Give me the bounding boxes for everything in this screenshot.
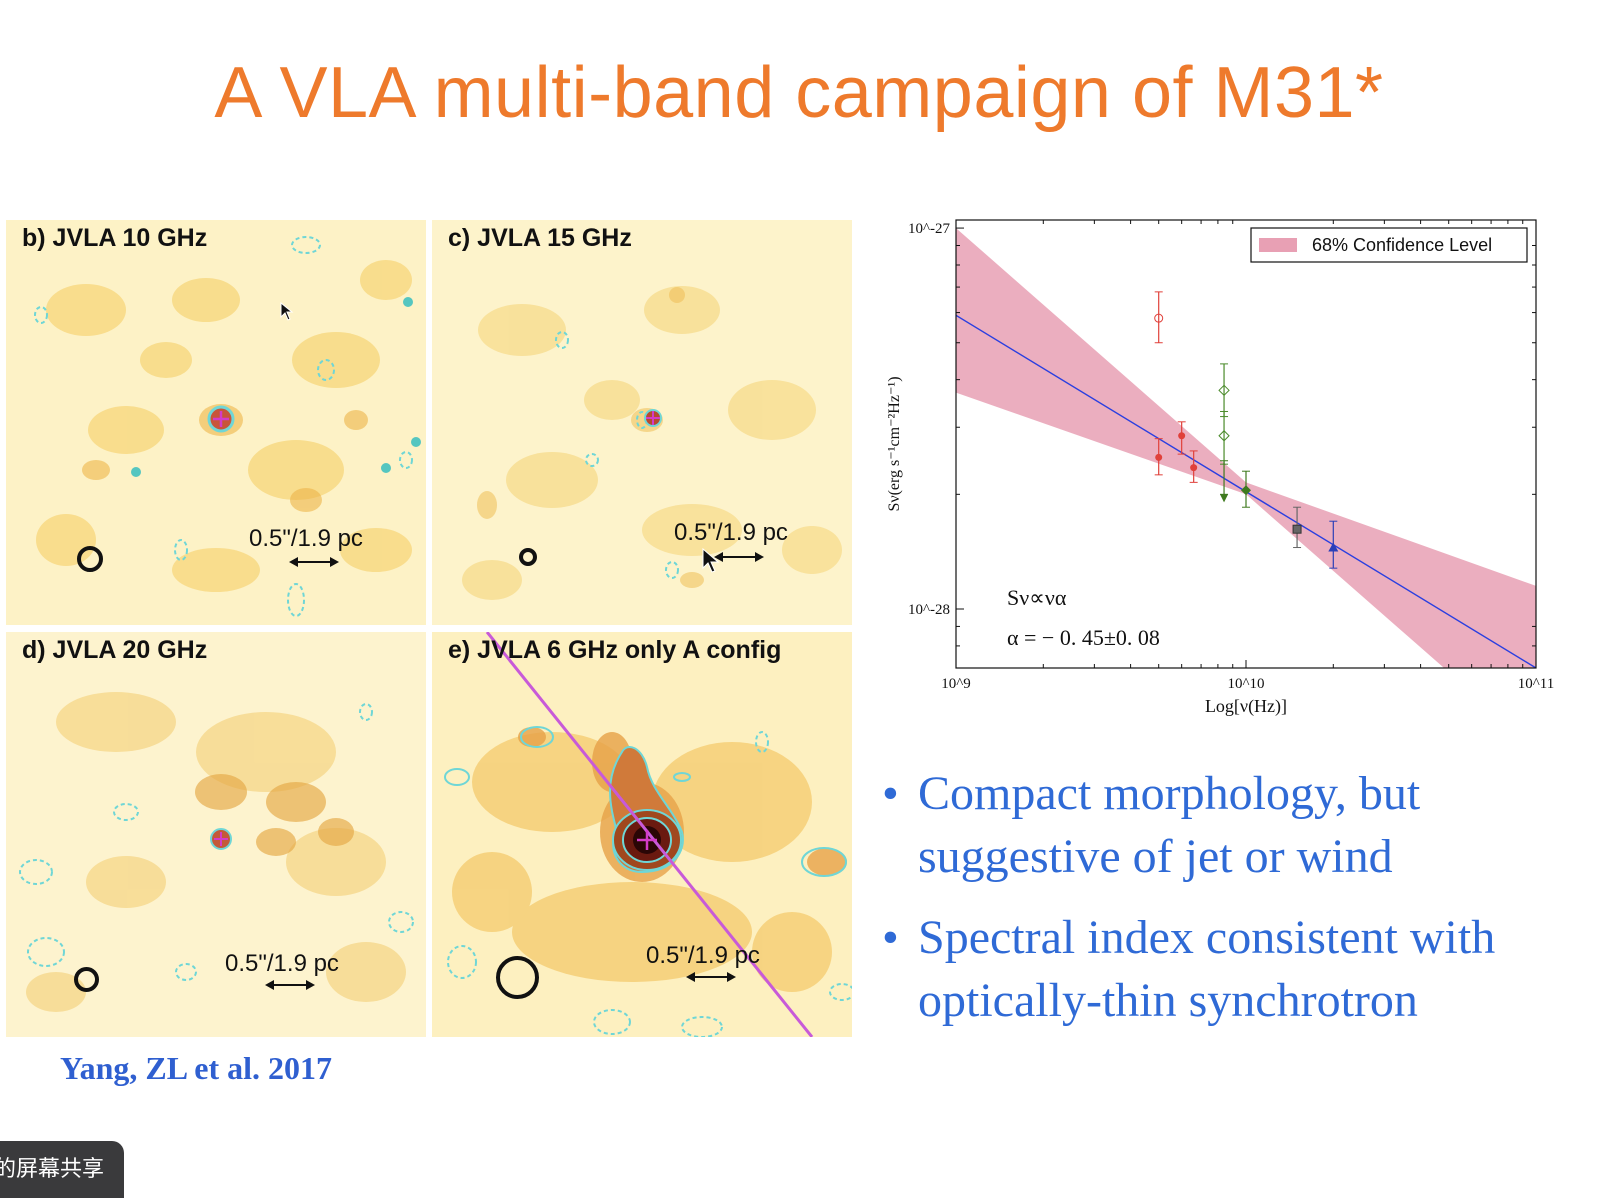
scale-label: 0.5"/1.9 pc xyxy=(249,525,363,552)
radio-map-10ghz xyxy=(6,220,426,625)
y-tick-label: 10^-27 xyxy=(908,221,951,237)
scale-arrow xyxy=(714,552,764,562)
x-tick-label: 10^10 xyxy=(1227,676,1264,692)
bullet-item: • Compact morphology, but suggestive of … xyxy=(880,762,1590,888)
chart-svg: 10^9 10^10 10^11 10^-27 10^-28 Log[ν(Hz)] Sν(e… xyxy=(886,219,1554,717)
data-point xyxy=(1155,453,1163,461)
scale-arrow xyxy=(265,980,315,990)
upper-limit-arrow xyxy=(1220,494,1229,503)
data-point xyxy=(1328,542,1339,552)
bullet-dot-icon: • xyxy=(882,911,899,964)
spectrum-chart: 10^9 10^10 10^11 10^-27 10^-28 Log[ν(Hz)] Sν(e… xyxy=(875,200,1575,720)
data-point xyxy=(1241,485,1251,496)
panel-10ghz: b) JVLA 10 GHz 0.5"/1.9 pc xyxy=(6,220,426,625)
panel-15ghz: c) JVLA 15 GHz 0.5"/1.9 pc xyxy=(432,220,852,625)
bullet-text: Compact morphology, but suggestive of je… xyxy=(918,767,1421,883)
scale-label: 0.5"/1.9 pc xyxy=(674,519,788,546)
panel-20ghz: d) JVLA 20 GHz 0.5"/1.9 pc xyxy=(6,632,426,1037)
data-point xyxy=(1218,430,1230,442)
beam-circle xyxy=(496,956,539,999)
data-point xyxy=(1190,464,1198,472)
panel-label: b) JVLA 10 GHz xyxy=(22,224,208,252)
x-axis-label: Log[ν(Hz)] xyxy=(1205,696,1287,717)
data-point xyxy=(1292,524,1302,534)
radio-map-15ghz xyxy=(432,220,852,625)
alpha-label: α = − 0. 45±0. 08 xyxy=(1007,625,1160,650)
beam-circle xyxy=(519,548,537,566)
panel-label: e) JVLA 6 GHz only A config xyxy=(448,636,782,664)
y-tick-label: 10^-28 xyxy=(908,602,950,618)
panel-6ghz-a-config: e) JVLA 6 GHz only A config 0.5"/1.9 pc xyxy=(432,632,852,1037)
panel-label: c) JVLA 15 GHz xyxy=(448,224,632,252)
bullet-item: • Spectral index consistent with optical… xyxy=(880,906,1590,1032)
bullet-list: • Compact morphology, but suggestive of … xyxy=(880,762,1590,1050)
legend-swatch xyxy=(1259,238,1297,252)
screen-share-label: 的屏幕共享 xyxy=(0,1157,105,1182)
beam-circle xyxy=(77,546,103,572)
radio-map-6ghz xyxy=(432,632,852,1037)
bullet-text: Spectral index consistent with optically… xyxy=(918,911,1496,1027)
x-tick-label: 10^11 xyxy=(1518,676,1554,692)
beam-circle xyxy=(74,967,99,992)
y-axis-label: Sν(erg s⁻¹cm⁻²Hz⁻¹) xyxy=(886,376,903,511)
legend-label: 68% Confidence Level xyxy=(1312,235,1492,255)
slide-title: A VLA multi-band campaign of M31* xyxy=(214,53,1384,133)
screen-share-indicator[interactable]: 的屏幕共享 xyxy=(0,1141,124,1198)
citation: Yang, ZL et al. 2017 xyxy=(60,1050,333,1086)
panel-label: d) JVLA 20 GHz xyxy=(22,636,208,664)
scale-arrow xyxy=(686,972,736,982)
x-tick-label: 10^9 xyxy=(941,676,971,692)
scale-arrow xyxy=(289,557,339,567)
radio-image-grid: b) JVLA 10 GHz 0.5"/1.9 pc xyxy=(6,220,852,1038)
mouse-pointer-icon xyxy=(702,548,720,573)
data-point xyxy=(1218,384,1230,397)
data-point xyxy=(1178,432,1186,440)
mouse-pointer-icon xyxy=(280,302,294,321)
radio-map-20ghz xyxy=(6,632,426,1037)
formula-label: Sν∝να xyxy=(1007,585,1067,610)
scale-label: 0.5"/1.9 pc xyxy=(646,942,760,969)
data-point xyxy=(1154,313,1164,323)
scale-label: 0.5"/1.9 pc xyxy=(225,950,339,977)
bullet-dot-icon: • xyxy=(882,767,899,820)
confidence-band xyxy=(956,228,1536,668)
